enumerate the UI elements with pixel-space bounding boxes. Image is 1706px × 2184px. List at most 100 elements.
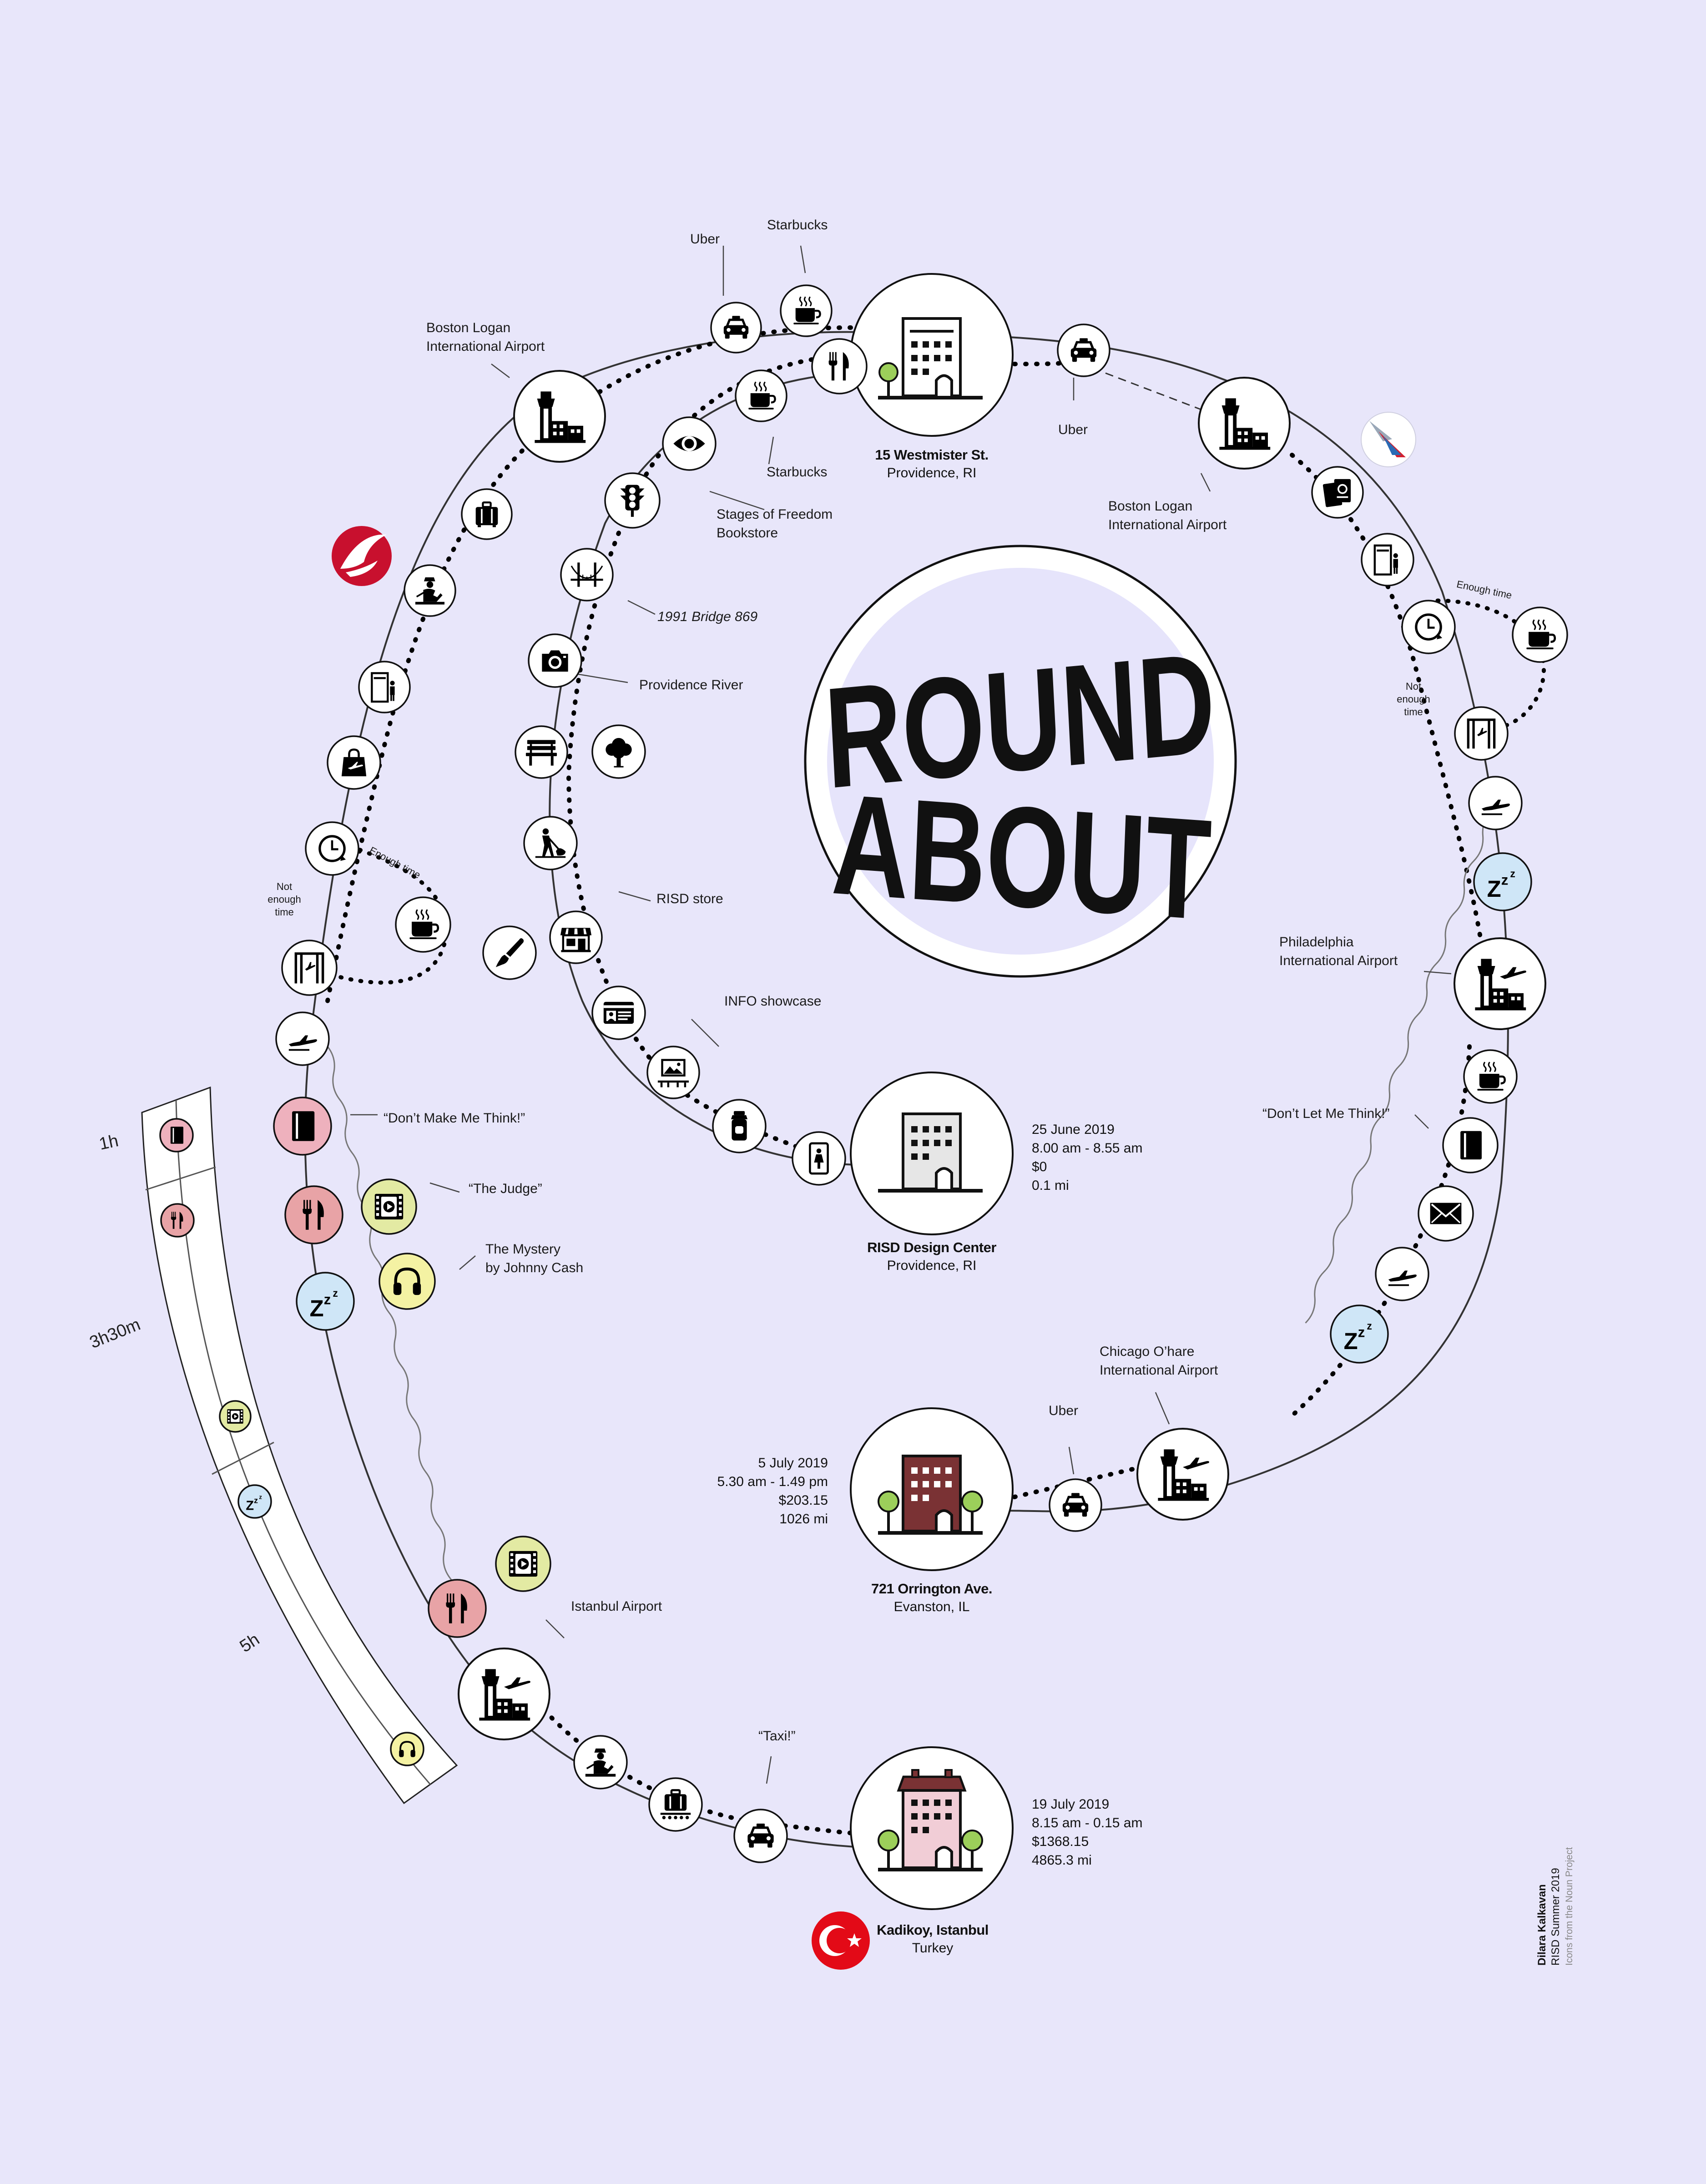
trip-info-risd: 25 June 2019 8.00 am - 8.55 am $0 0.1 mi bbox=[1032, 1120, 1142, 1195]
sleep-icon bbox=[296, 1272, 355, 1331]
label-risd-store: RISD store bbox=[656, 891, 723, 906]
food-icon bbox=[811, 338, 868, 394]
taxi-icon bbox=[1057, 324, 1110, 377]
coffee-icon bbox=[735, 369, 787, 422]
coffee-icon bbox=[1463, 1049, 1518, 1104]
label-philadelphia-airport: Philadelphia International Airport bbox=[1279, 935, 1398, 968]
trip-risd-cost: $0 bbox=[1032, 1159, 1047, 1174]
baggage-claim-icon bbox=[648, 1777, 703, 1832]
place-evanston-name: 721 Orrington Ave. bbox=[871, 1581, 993, 1597]
id-card-icon bbox=[591, 986, 646, 1040]
airport-arrival-icon bbox=[1136, 1428, 1229, 1521]
film-icon bbox=[361, 1178, 417, 1235]
place-evanston: 721 Orrington Ave. Evanston, IL bbox=[841, 1580, 1023, 1616]
sleep-icon bbox=[237, 1484, 272, 1519]
worker-icon bbox=[523, 816, 578, 870]
trip-risd-distance: 0.1 mi bbox=[1032, 1178, 1069, 1193]
credits: Dilara Kalkavan RISD Summer 2019 Icons f… bbox=[1535, 1784, 1590, 1966]
label-bridge: 1991 Bridge 869 bbox=[657, 609, 758, 624]
title-round: ROUND bbox=[821, 622, 1219, 819]
american-airlines-logo bbox=[1361, 412, 1416, 467]
passport-icon bbox=[1311, 466, 1364, 519]
sleep-icon bbox=[1473, 852, 1532, 911]
label-logan-right: Boston Logan International Airport bbox=[1108, 499, 1227, 532]
trip-evanston-distance: 1026 mi bbox=[779, 1512, 828, 1527]
title-about: ABOUT bbox=[829, 763, 1213, 950]
tree-icon bbox=[591, 724, 646, 779]
place-kadikoy: Kadikoy, Istanbul Turkey bbox=[864, 1921, 1001, 1957]
turkish-airlines-logo bbox=[332, 526, 392, 586]
round-about-logo: ROUND ABOUT bbox=[804, 545, 1237, 978]
place-home: 15 Westmister St. Providence, RI bbox=[841, 446, 1023, 482]
airport-arrival-icon bbox=[458, 1648, 550, 1740]
restroom-icon bbox=[792, 1131, 846, 1186]
bridge-icon bbox=[560, 548, 614, 602]
trip-evanston-time: 5.30 am - 1.49 pm bbox=[717, 1474, 828, 1489]
food-icon bbox=[160, 1203, 195, 1238]
shopping-bag-icon bbox=[327, 735, 381, 790]
place-home-city: Providence, RI bbox=[887, 465, 977, 480]
home-building bbox=[850, 273, 1014, 437]
timeline-label-1h: 1h bbox=[97, 1131, 121, 1154]
kadikoy-building bbox=[850, 1746, 1014, 1910]
airport-icon bbox=[1198, 377, 1291, 470]
headphones-icon bbox=[390, 1732, 424, 1766]
trip-risd-time: 8.00 am - 8.55 am bbox=[1032, 1141, 1143, 1156]
customs-officer-icon bbox=[404, 564, 456, 617]
trip-kadikoy-time: 8.15 am - 0.15 am bbox=[1032, 1815, 1143, 1830]
trip-info-kadikoy: 19 July 2019 8.15 am - 0.15 am $1368.15 … bbox=[1032, 1795, 1142, 1870]
clock-icon bbox=[305, 821, 359, 876]
risd-building bbox=[850, 1072, 1014, 1235]
label-dont-make-me-think: “Don’t Make Me Think!” bbox=[384, 1111, 525, 1126]
label-uber-evanston: Uber bbox=[1049, 1403, 1079, 1418]
credit-program: RISD Summer 2019 bbox=[1550, 1868, 1562, 1966]
label-ohare-airport: Chicago O’hare International Airport bbox=[1100, 1344, 1218, 1378]
label-dont-let-me-think: “Don’t Let Me Think!” bbox=[1262, 1106, 1390, 1121]
place-kadikoy-name: Kadikoy, Istanbul bbox=[877, 1922, 989, 1938]
credit-icons: Icons from the Noun Project bbox=[1564, 1847, 1575, 1966]
label-starbucks-top: Starbucks bbox=[767, 217, 828, 233]
trip-kadikoy-date: 19 July 2019 bbox=[1032, 1797, 1110, 1812]
plane-icon bbox=[1375, 1247, 1429, 1301]
bottle-icon bbox=[712, 1099, 767, 1153]
label-starbucks-inner: Starbucks bbox=[767, 465, 828, 480]
sleep-icon bbox=[1330, 1304, 1389, 1364]
label-mystery-johnny-cash: The Mystery by Johnny Cash bbox=[485, 1242, 584, 1275]
label-uber-top: Uber bbox=[690, 232, 720, 247]
customs-officer-icon bbox=[573, 1735, 628, 1790]
trip-evanston-cost: $203.15 bbox=[778, 1493, 828, 1508]
eye-icon bbox=[662, 416, 717, 471]
book-icon bbox=[159, 1118, 194, 1153]
place-evanston-city: Evanston, IL bbox=[893, 1599, 970, 1614]
paintbrush-icon bbox=[482, 925, 537, 980]
route-stops bbox=[159, 284, 1568, 1863]
food-icon bbox=[428, 1579, 487, 1638]
label-providence-river: Providence River bbox=[639, 677, 743, 693]
label-stages-bookstore: Stages of Freedom Bookstore bbox=[717, 507, 833, 541]
coffee-icon bbox=[1512, 607, 1568, 663]
coffee-icon bbox=[780, 284, 833, 337]
airport-arrival-icon bbox=[1454, 937, 1546, 1030]
book-icon bbox=[273, 1097, 332, 1156]
place-home-name: 15 Westmister St. bbox=[875, 447, 989, 463]
headphones-icon bbox=[379, 1253, 436, 1310]
trip-info-evanston: 5 July 2019 5.30 am - 1.49 pm $203.15 10… bbox=[691, 1454, 828, 1528]
boarding-gate-icon bbox=[281, 940, 338, 996]
film-icon bbox=[495, 1536, 551, 1592]
plane-icon bbox=[1468, 776, 1523, 830]
airport-icon bbox=[513, 370, 606, 463]
mail-icon bbox=[1418, 1185, 1474, 1242]
place-risd-city: Providence, RI bbox=[887, 1258, 977, 1273]
coffee-icon bbox=[395, 896, 451, 953]
credit-author: Dilara Kalkavan bbox=[1536, 1884, 1548, 1966]
gallery-icon bbox=[646, 1046, 700, 1099]
security-scanner-icon bbox=[358, 661, 411, 713]
taxi-icon bbox=[1049, 1478, 1102, 1532]
label-not-enough-time-right: Not enough time bbox=[1397, 681, 1430, 718]
plane-icon bbox=[275, 1011, 330, 1066]
book-icon bbox=[1442, 1117, 1499, 1173]
store-icon bbox=[549, 910, 603, 964]
camera-icon bbox=[528, 633, 582, 688]
bench-icon bbox=[515, 725, 568, 779]
